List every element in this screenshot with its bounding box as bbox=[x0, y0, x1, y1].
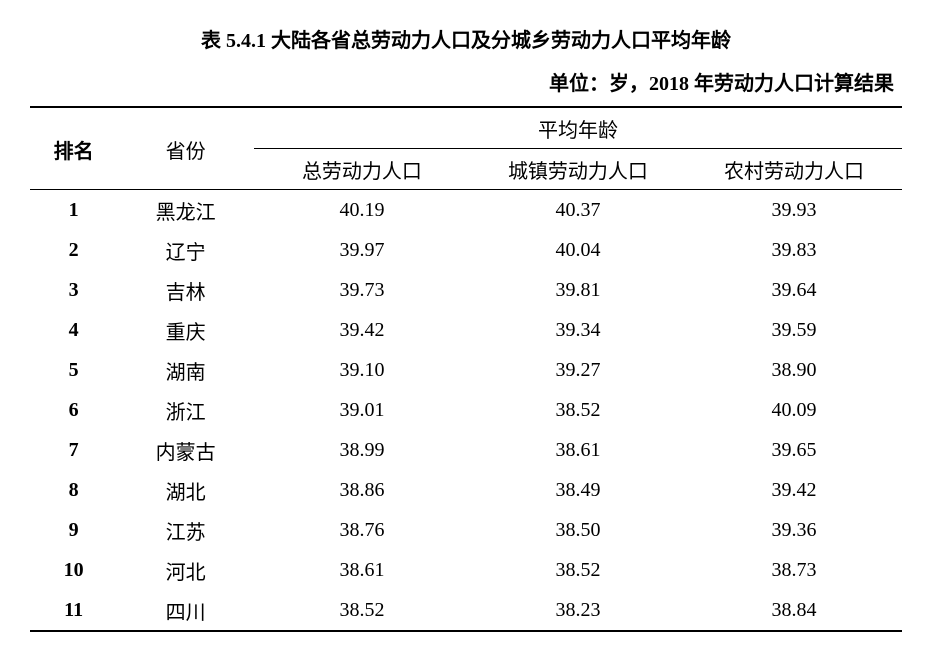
cell-total: 38.76 bbox=[254, 510, 470, 550]
col-header-group-age: 平均年龄 bbox=[254, 107, 902, 149]
cell-urban: 38.23 bbox=[470, 590, 686, 631]
col-header-urban: 城镇劳动力人口 bbox=[470, 149, 686, 190]
cell-total: 38.61 bbox=[254, 550, 470, 590]
cell-total: 39.10 bbox=[254, 350, 470, 390]
table-row: 3吉林39.7339.8139.64 bbox=[30, 270, 902, 310]
cell-rank: 6 bbox=[30, 390, 117, 430]
col-header-rural: 农村劳动力人口 bbox=[686, 149, 902, 190]
table-body: 1黑龙江40.1940.3739.932辽宁39.9740.0439.833吉林… bbox=[30, 190, 902, 632]
cell-rank: 4 bbox=[30, 310, 117, 350]
cell-urban: 38.61 bbox=[470, 430, 686, 470]
cell-urban: 39.81 bbox=[470, 270, 686, 310]
cell-rural: 39.42 bbox=[686, 470, 902, 510]
table-subtitle: 单位：岁，2018 年劳动力人口计算结果 bbox=[30, 67, 902, 96]
cell-province: 江苏 bbox=[117, 510, 254, 550]
cell-rural: 38.90 bbox=[686, 350, 902, 390]
cell-rural: 39.64 bbox=[686, 270, 902, 310]
cell-total: 38.52 bbox=[254, 590, 470, 631]
table-row: 1黑龙江40.1940.3739.93 bbox=[30, 190, 902, 231]
cell-rural: 39.83 bbox=[686, 230, 902, 270]
table-row: 7内蒙古38.9938.6139.65 bbox=[30, 430, 902, 470]
col-header-province: 省份 bbox=[117, 107, 254, 190]
cell-rank: 3 bbox=[30, 270, 117, 310]
cell-province: 湖北 bbox=[117, 470, 254, 510]
cell-rank: 7 bbox=[30, 430, 117, 470]
cell-rank: 9 bbox=[30, 510, 117, 550]
cell-rural: 38.84 bbox=[686, 590, 902, 631]
cell-total: 39.01 bbox=[254, 390, 470, 430]
cell-urban: 38.52 bbox=[470, 550, 686, 590]
cell-urban: 38.50 bbox=[470, 510, 686, 550]
cell-rural: 39.65 bbox=[686, 430, 902, 470]
cell-rural: 39.36 bbox=[686, 510, 902, 550]
cell-province: 四川 bbox=[117, 590, 254, 631]
cell-rural: 40.09 bbox=[686, 390, 902, 430]
cell-total: 38.86 bbox=[254, 470, 470, 510]
cell-total: 39.97 bbox=[254, 230, 470, 270]
cell-rank: 1 bbox=[30, 190, 117, 231]
cell-province: 吉林 bbox=[117, 270, 254, 310]
cell-total: 39.73 bbox=[254, 270, 470, 310]
table-row: 2辽宁39.9740.0439.83 bbox=[30, 230, 902, 270]
cell-province: 湖南 bbox=[117, 350, 254, 390]
cell-rural: 39.93 bbox=[686, 190, 902, 231]
table-row: 10河北38.6138.5238.73 bbox=[30, 550, 902, 590]
table-row: 9江苏38.7638.5039.36 bbox=[30, 510, 902, 550]
cell-urban: 38.52 bbox=[470, 390, 686, 430]
table-title: 表 5.4.1 大陆各省总劳动力人口及分城乡劳动力人口平均年龄 bbox=[30, 24, 902, 53]
cell-province: 内蒙古 bbox=[117, 430, 254, 470]
cell-rank: 10 bbox=[30, 550, 117, 590]
cell-rank: 8 bbox=[30, 470, 117, 510]
cell-urban: 40.37 bbox=[470, 190, 686, 231]
col-header-total: 总劳动力人口 bbox=[254, 149, 470, 190]
cell-province: 黑龙江 bbox=[117, 190, 254, 231]
cell-rural: 38.73 bbox=[686, 550, 902, 590]
cell-province: 重庆 bbox=[117, 310, 254, 350]
cell-rank: 11 bbox=[30, 590, 117, 631]
cell-urban: 39.34 bbox=[470, 310, 686, 350]
cell-rank: 5 bbox=[30, 350, 117, 390]
labor-age-table: 排名 省份 平均年龄 总劳动力人口 城镇劳动力人口 农村劳动力人口 1黑龙江40… bbox=[30, 106, 902, 632]
cell-urban: 38.49 bbox=[470, 470, 686, 510]
cell-province: 辽宁 bbox=[117, 230, 254, 270]
cell-urban: 40.04 bbox=[470, 230, 686, 270]
cell-rural: 39.59 bbox=[686, 310, 902, 350]
cell-total: 39.42 bbox=[254, 310, 470, 350]
col-header-rank: 排名 bbox=[30, 107, 117, 190]
cell-total: 40.19 bbox=[254, 190, 470, 231]
table-row: 5湖南39.1039.2738.90 bbox=[30, 350, 902, 390]
cell-rank: 2 bbox=[30, 230, 117, 270]
table-row: 11四川38.5238.2338.84 bbox=[30, 590, 902, 631]
cell-province: 浙江 bbox=[117, 390, 254, 430]
cell-total: 38.99 bbox=[254, 430, 470, 470]
cell-province: 河北 bbox=[117, 550, 254, 590]
cell-urban: 39.27 bbox=[470, 350, 686, 390]
table-row: 6浙江39.0138.5240.09 bbox=[30, 390, 902, 430]
table-row: 8湖北38.8638.4939.42 bbox=[30, 470, 902, 510]
table-row: 4重庆39.4239.3439.59 bbox=[30, 310, 902, 350]
